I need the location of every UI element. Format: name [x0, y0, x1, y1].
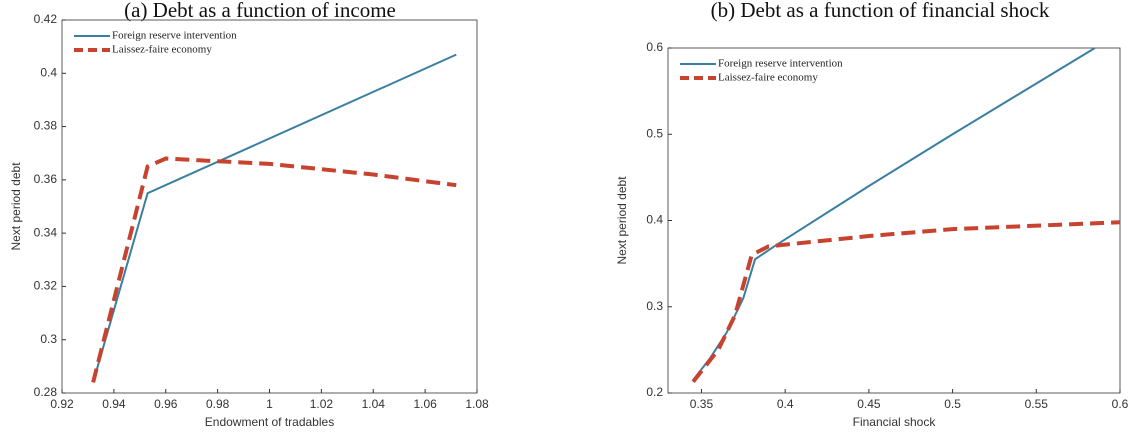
series-line: [692, 48, 1096, 381]
x-tick-label: 0.35: [690, 397, 714, 411]
plot-area: [667, 47, 1121, 394]
x-tick-label: 1: [266, 397, 273, 411]
x-tick-label: 1.04: [362, 397, 386, 411]
x-tick-label: 0.98: [206, 397, 230, 411]
x-tick-label: 0.92: [50, 397, 74, 411]
y-tick-label: 0.28: [34, 385, 58, 399]
x-axis-label: Endowment of tradables: [205, 415, 334, 429]
x-tick-label: 1.02: [310, 397, 334, 411]
series-line: [91, 156, 457, 383]
plot-area: [61, 19, 478, 394]
chart-title: (b) Debt as a function of financial shoc…: [711, 0, 1050, 22]
y-tick-label: 0.6: [646, 40, 663, 54]
y-axis-label: Next period debt: [9, 162, 23, 251]
x-axis-label: Financial shock: [853, 415, 937, 429]
x-tick-label: 0.94: [102, 397, 126, 411]
x-tick-label: 0.6: [1112, 397, 1129, 411]
y-axis-label: Next period debt: [615, 176, 629, 265]
legend-label: Foreign reserve intervention: [112, 30, 237, 42]
y-tick-label: 0.5: [646, 126, 663, 140]
x-tick-label: 0.45: [857, 397, 881, 411]
y-tick-label: 0.32: [34, 279, 58, 293]
y-tick-label: 0.4: [646, 213, 663, 227]
y-tick-label: 0.34: [34, 225, 58, 239]
y-tick-label: 0.38: [34, 119, 58, 133]
x-tick-label: 0.96: [154, 397, 178, 411]
x-tick-label: 1.08: [465, 397, 489, 411]
x-tick-label: 0.4: [777, 397, 794, 411]
y-tick-label: 0.2: [646, 385, 663, 399]
legend-label: Laissez-faire economy: [112, 44, 212, 56]
y-tick-label: 0.3: [40, 332, 57, 346]
chart-title: (a) Debt as a function of income: [124, 0, 396, 22]
legend-label: Foreign reserve intervention: [718, 58, 843, 70]
y-tick-label: 0.36: [34, 172, 58, 186]
y-tick-label: 0.3: [646, 299, 663, 313]
legend-label: Laissez-faire economy: [718, 72, 818, 84]
x-tick-label: 0.5: [944, 397, 961, 411]
y-tick-label: 0.4: [40, 65, 57, 79]
x-tick-label: 0.55: [1025, 397, 1049, 411]
x-tick-label: 1.06: [413, 397, 437, 411]
series-line: [92, 53, 457, 383]
y-tick-label: 0.42: [34, 12, 58, 26]
series-line: [691, 220, 1120, 384]
